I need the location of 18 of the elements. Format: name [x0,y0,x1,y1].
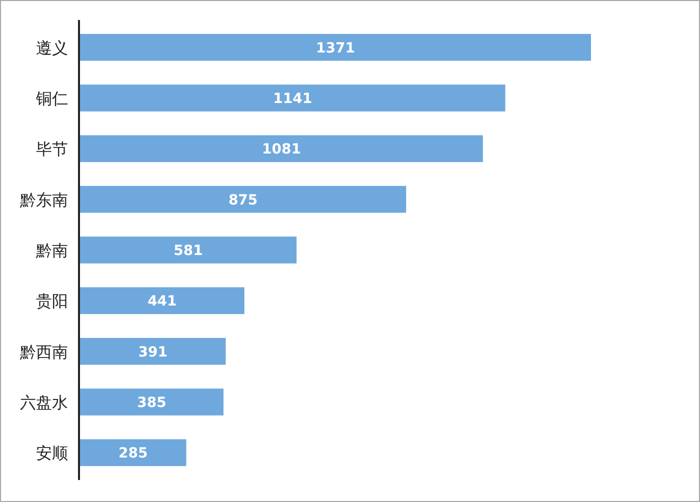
data-label: 391 [138,344,168,360]
y-tick-label: 六盘水 [20,393,68,412]
data-label: 1141 [273,91,312,107]
data-label: 581 [174,243,203,259]
data-label: 1371 [316,40,355,56]
y-tick-label: 黔东南 [19,190,68,210]
y-tick-label: 贵阳 [36,292,68,311]
data-label: 1081 [262,142,301,158]
data-label: 285 [118,446,148,462]
y-tick-label: 遵义 [36,38,68,58]
y-tick-label: 铜仁 [35,89,68,108]
y-tick-label: 黔西南 [19,342,68,362]
data-label: 441 [148,294,177,310]
data-label: 385 [137,395,166,411]
y-tick-label: 黔南 [35,241,68,260]
data-label: 875 [228,192,258,208]
y-tick-label: 安顺 [36,444,68,463]
y-tick-label: 毕节 [36,140,68,159]
